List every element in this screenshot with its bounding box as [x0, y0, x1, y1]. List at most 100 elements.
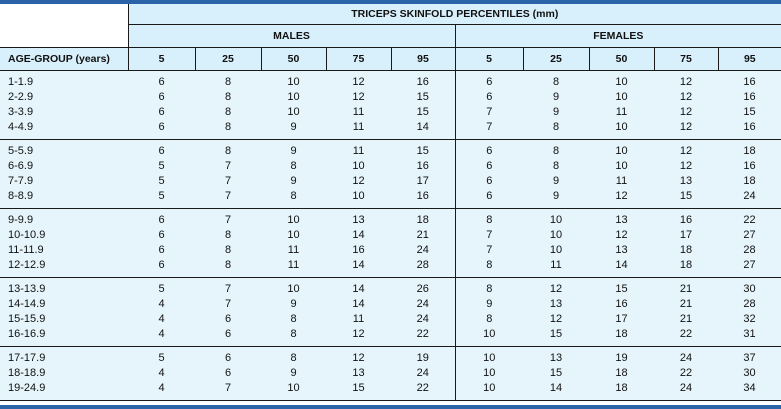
male-value-cell: 15 [416, 106, 429, 118]
female-value-cell: 11 [523, 258, 589, 278]
male-value-cell: 12 [326, 327, 391, 347]
triceps-skinfold-table: TRICEPS SKINFOLD PERCENTILES (mm) MALES … [0, 4, 781, 401]
female-value-cell: 17 [615, 313, 628, 325]
male-value-cell: 19 [416, 352, 429, 364]
female-value-cell: 7 [454, 228, 523, 243]
female-value-cell: 13 [549, 352, 563, 364]
female-value-cell: 6 [454, 189, 523, 209]
female-value-cell: 12 [654, 120, 718, 140]
female-value-cell: 28 [743, 244, 756, 256]
male-value-cell: 24 [416, 244, 429, 256]
age-group-header: AGE-GROUP (years) [0, 47, 128, 71]
male-value-cell: 6 [158, 76, 165, 88]
female-value-cell: 10 [549, 229, 563, 241]
female-value-cell: 17 [679, 229, 693, 241]
male-value-cell: 8 [195, 258, 261, 278]
female-value-cell: 15 [615, 283, 628, 295]
female-percentile-header: 75 [653, 47, 718, 71]
male-value-cell: 5 [158, 352, 165, 364]
male-value-cell: 10 [287, 229, 300, 241]
age-group-cell: 13-13.9 [8, 283, 46, 295]
male-value-cell: 15 [326, 381, 391, 401]
male-value-cell: 22 [391, 327, 455, 347]
table-title: TRICEPS SKINFOLD PERCENTILES (mm) [127, 4, 781, 25]
female-value-cell: 8 [552, 76, 560, 88]
female-value-cell: 10 [589, 120, 654, 140]
male-value-cell: 11 [326, 120, 391, 140]
age-group-cell: 2-2.9 [8, 91, 34, 103]
male-value-cell: 11 [352, 145, 365, 157]
age-group-cell: 8-8.9 [0, 189, 128, 209]
female-value-cell: 16 [743, 76, 756, 88]
male-value-cell: 9 [290, 145, 297, 157]
female-value-cell: 11 [615, 175, 628, 187]
female-value-cell: 8 [454, 208, 523, 228]
female-value-cell: 34 [718, 381, 781, 401]
table-row: 1-1.9 6 8 10 12 16 6 8 10 12 16 [0, 70, 781, 90]
male-value-cell: 14 [326, 258, 391, 278]
female-value-cell: 13 [549, 298, 563, 310]
female-value-cell: 10 [615, 160, 628, 172]
male-value-cell: 14 [352, 229, 365, 241]
female-value-cell: 31 [718, 327, 781, 347]
male-value-cell: 5 [158, 160, 165, 172]
age-group-cell: 7-7.9 [8, 175, 34, 187]
female-value-cell: 32 [743, 313, 756, 325]
female-value-cell: 9 [454, 297, 523, 312]
male-value-cell: 6 [195, 327, 261, 347]
table-row: 11-11.9 6 8 11 16 24 7 10 13 18 28 [0, 243, 781, 258]
female-value-cell: 8 [454, 258, 523, 278]
male-value-cell: 10 [287, 283, 300, 295]
female-value-cell: 12 [679, 76, 693, 88]
female-value-cell: 19 [615, 352, 628, 364]
male-value-cell: 9 [290, 298, 297, 310]
male-value-cell: 6 [158, 145, 165, 157]
female-value-cell: 9 [523, 189, 589, 209]
table-row: 18-18.9 4 6 9 13 24 10 15 18 22 30 [0, 366, 781, 381]
female-value-cell: 21 [679, 313, 693, 325]
male-value-cell: 6 [224, 367, 232, 379]
male-value-cell: 9 [290, 175, 297, 187]
table-row: 4-4.9 6 8 9 11 14 7 8 10 12 16 [0, 120, 781, 140]
female-value-cell: 7 [454, 120, 523, 140]
table-row: 6-6.9 5 7 8 10 16 6 8 10 12 16 [0, 159, 781, 174]
table-row: 2-2.9 6 8 10 12 15 6 9 10 12 16 [0, 90, 781, 105]
male-value-cell: 16 [352, 244, 365, 256]
female-value-cell: 30 [743, 367, 756, 379]
male-value-cell: 11 [352, 313, 365, 325]
female-value-cell: 7 [454, 105, 523, 120]
female-value-cell: 16 [718, 120, 781, 140]
age-group-cell: 10-10.9 [8, 229, 46, 241]
male-value-cell: 12 [352, 352, 365, 364]
male-value-cell: 6 [128, 258, 195, 278]
age-group-cell: 16-16.9 [0, 327, 128, 347]
female-value-cell: 22 [679, 367, 693, 379]
female-value-cell: 16 [615, 298, 628, 310]
male-percentile-header: 75 [325, 47, 391, 71]
male-value-cell: 13 [352, 214, 365, 226]
table-row: 7-7.9 5 7 9 12 17 6 9 11 13 18 [0, 174, 781, 189]
table-row: 3-3.9 6 8 10 11 15 7 9 11 12 15 [0, 105, 781, 120]
males-header: MALES [127, 24, 456, 48]
female-percentile-header: 50 [588, 47, 654, 71]
female-value-cell: 16 [679, 214, 693, 226]
male-value-cell: 6 [224, 313, 232, 325]
male-value-cell: 21 [416, 229, 429, 241]
female-value-cell: 14 [589, 258, 654, 278]
age-group-cell: 4-4.9 [0, 120, 128, 140]
male-value-cell: 9 [290, 367, 297, 379]
female-percentile-header: 95 [717, 47, 781, 71]
age-group-cell: 1-1.9 [8, 76, 34, 88]
female-value-cell: 10 [454, 327, 523, 347]
female-value-cell: 13 [679, 175, 693, 187]
female-value-cell: 18 [743, 175, 756, 187]
male-value-cell: 15 [416, 145, 429, 157]
age-group-cell: 15-15.9 [8, 313, 46, 325]
female-value-cell: 18 [679, 244, 693, 256]
female-value-cell: 6 [454, 159, 523, 174]
male-value-cell: 5 [158, 175, 165, 187]
female-value-cell: 37 [743, 352, 756, 364]
female-value-cell: 27 [718, 258, 781, 278]
male-percentile-header: 5 [127, 47, 195, 71]
female-value-cell: 18 [654, 258, 718, 278]
